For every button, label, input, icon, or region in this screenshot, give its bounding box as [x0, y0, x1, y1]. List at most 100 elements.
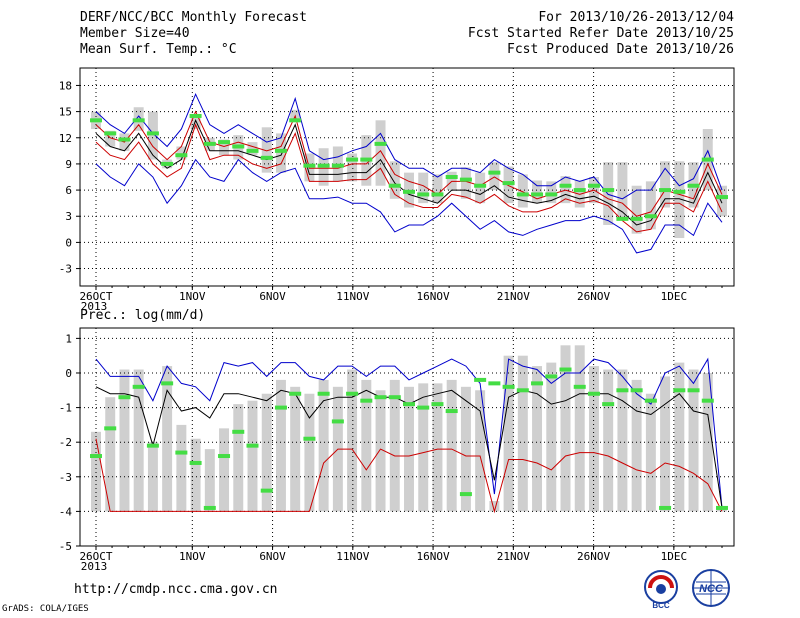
bcc-logo: BCC: [644, 570, 678, 610]
prec-marker: [445, 409, 458, 414]
temp-marker: [132, 118, 145, 123]
temp-marker: [104, 131, 117, 136]
prec-marker: [516, 388, 529, 393]
prec-marker: [232, 429, 245, 434]
started-refer-date: Fcst Started Refer Date 2013/10/25: [467, 26, 734, 41]
temp-marker: [218, 140, 231, 145]
prec-marker: [388, 395, 401, 400]
temp-marker: [701, 157, 714, 162]
temp-range-bar: [261, 127, 272, 173]
prec-ytick-label: -4: [59, 505, 73, 518]
temp-range-bar: [247, 142, 258, 156]
temp-marker: [374, 141, 387, 146]
temp-range-bar: [631, 185, 642, 234]
temp-marker: [573, 188, 586, 193]
prec-range-bar: [503, 355, 514, 512]
temp-marker: [403, 189, 415, 194]
temp-range-bar: [475, 172, 486, 204]
source-url[interactable]: http://cmdp.ncc.cma.gov.cn: [74, 582, 278, 597]
prec-range-bar: [275, 379, 286, 512]
temp-marker: [232, 144, 245, 149]
temp-marker: [545, 192, 558, 197]
temp-range-bar: [645, 181, 656, 230]
header-left: DERF/NCC/BCC Monthly Forecast Member Size…: [80, 10, 307, 58]
temp-ytick-label: 9: [65, 158, 72, 171]
temp-range-bar: [275, 133, 286, 173]
temp-range-bar: [460, 167, 471, 199]
prec-range-bar: [532, 366, 543, 512]
temp-range-bar: [176, 146, 187, 160]
temp-panel: -3 0 3 6 9 12 15 18 26OCT 1NOV 6NOV 11NOV 16NOV 21NOV…: [59, 67, 735, 313]
temp-xtick-label: 11NOV: [336, 290, 369, 303]
prec-marker: [317, 391, 330, 396]
prec-range-bar: [631, 379, 642, 512]
temp-range-bar: [532, 180, 543, 204]
prec-marker: [246, 443, 259, 448]
prec-marker: [360, 398, 373, 403]
temp-ytick-label: 12: [59, 132, 72, 145]
temp-line-max: [95, 92, 723, 200]
prec-marker: [374, 395, 387, 400]
temp-marker: [203, 141, 216, 146]
temp-marker: [488, 170, 501, 175]
temp-marker: [587, 183, 600, 188]
prec-range-bar: [546, 362, 557, 512]
temp-marker: [716, 195, 728, 200]
prec-xtick-label: 1NOV: [179, 550, 206, 563]
temp-ytick-label: 18: [59, 79, 72, 92]
temp-marker: [161, 161, 174, 166]
temp-range-bar: [660, 161, 671, 208]
prec-range-bar: [318, 379, 329, 512]
temp-line-mean: [95, 118, 723, 226]
temp-marker: [346, 157, 359, 162]
prec-marker: [573, 384, 586, 389]
prec-range-bar: [347, 369, 358, 512]
temp-ytick-label: 0: [65, 236, 72, 249]
prec-marker: [431, 402, 444, 407]
prec-ytick-label: -3: [59, 471, 72, 484]
prec-range-bar: [674, 362, 685, 512]
temp-ytick-label: -3: [59, 263, 72, 276]
member-size: Member Size=40: [80, 26, 190, 41]
temp-marker: [459, 177, 472, 182]
prec-ytick-label: -1: [59, 402, 72, 415]
prec-range-bar: [574, 345, 585, 512]
temp-marker: [516, 192, 529, 197]
temp-marker: [687, 183, 700, 188]
temp-range-bar: [674, 161, 685, 239]
prec-marker: [630, 388, 643, 393]
prec-range-bar: [475, 390, 486, 512]
temp-line-upper: [95, 110, 723, 217]
prec-xtick-label: 11NOV: [336, 550, 369, 563]
temp-marker: [417, 192, 430, 197]
prec-marker: [687, 388, 700, 393]
temp-marker: [189, 113, 202, 118]
prec-range-bar: [660, 376, 671, 512]
prec-range-bar: [304, 393, 315, 512]
prec-range-bar: [247, 400, 258, 512]
temp-marker: [474, 183, 487, 188]
prec-range-bar: [404, 386, 414, 512]
prec-xtick-label: 26NOV: [577, 550, 610, 563]
temp-marker: [673, 189, 686, 194]
temp-marker: [146, 131, 159, 136]
prec-range-bar: [233, 404, 244, 512]
prec-range-bar: [133, 369, 144, 512]
prec-year-label: 2013: [81, 560, 108, 573]
prec-xtick-label: 16NOV: [417, 550, 450, 563]
ncc-logo: NCC: [692, 569, 730, 607]
prec-ytick-label: 0: [65, 367, 72, 380]
temp-ytick-label: 15: [59, 106, 72, 119]
temp-range-bar: [517, 174, 528, 208]
temp-ytick-label: 6: [65, 184, 72, 197]
prec-range-bar: [645, 393, 656, 512]
temp-marker: [289, 118, 302, 123]
temp-marker: [630, 216, 643, 221]
prec-marker: [146, 443, 159, 448]
temp-marker: [431, 192, 444, 197]
prec-range-bar: [489, 501, 500, 512]
prec-xtick-label: 26OCT: [79, 550, 112, 563]
prec-marker: [289, 391, 302, 396]
bcc-logo-text: BCC: [652, 601, 670, 610]
